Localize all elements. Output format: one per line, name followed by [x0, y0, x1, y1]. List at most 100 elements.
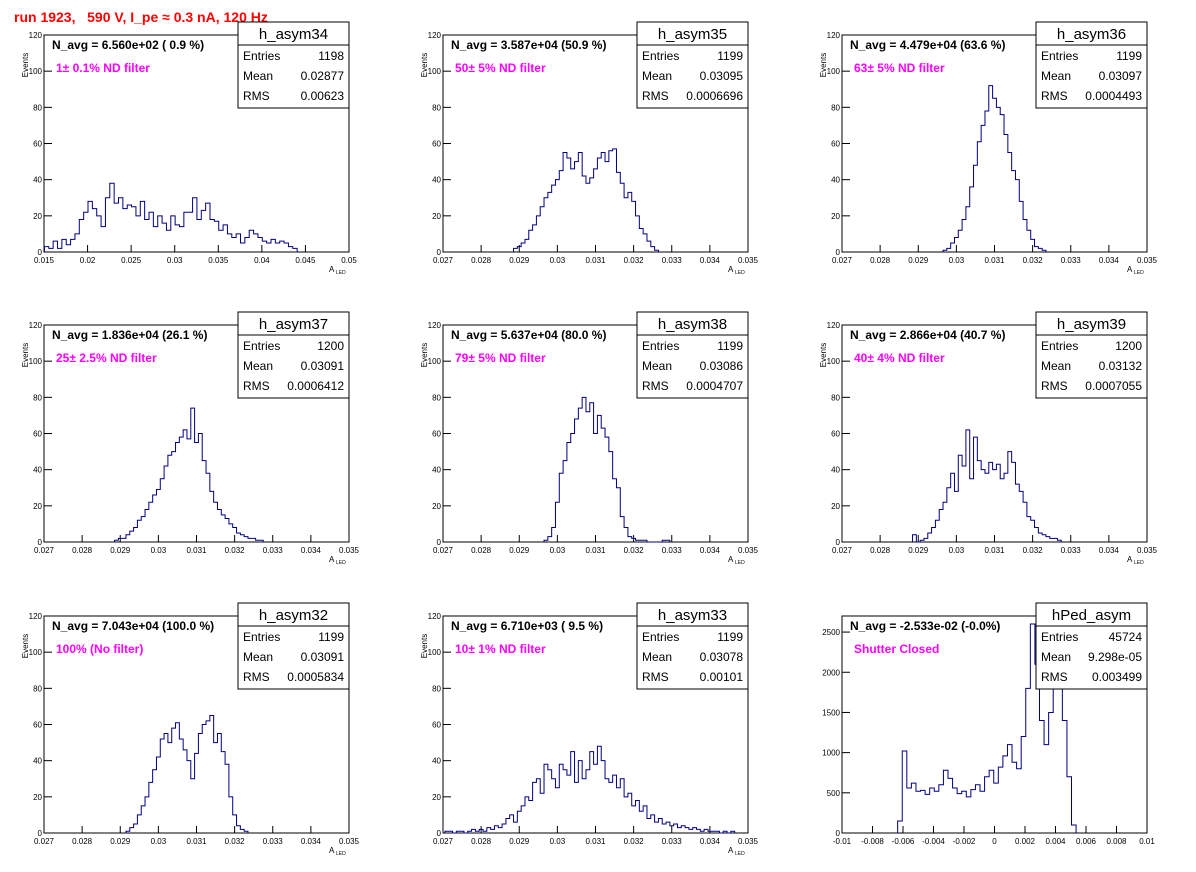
panel-4-ytick-label: 40 — [33, 466, 42, 475]
panel-5-stat-key: Mean — [642, 359, 672, 373]
panel-9-xtick-label: -0.002 — [953, 837, 976, 846]
panel-7-ylabel: Events — [21, 634, 30, 658]
panel-2-xlabel: A — [728, 265, 734, 274]
panel-3-xtick-label: 0.03 — [949, 256, 965, 265]
panel-7-xtick-label: 0.029 — [110, 837, 131, 846]
panel-3-xtick-label: 0.035 — [1137, 256, 1158, 265]
panel-2-xlabel-sub: LED — [735, 270, 745, 276]
panel-3-xlabel-sub: LED — [1134, 270, 1144, 276]
panel-9-xtick-label: -0.004 — [922, 837, 945, 846]
panel-9-xtick-label: 0.01 — [1139, 837, 1155, 846]
panel-4-xtick-label: 0.03 — [151, 546, 167, 555]
panel-5-stat-key: Entries — [642, 339, 679, 353]
panel-6-stats-box — [1035, 334, 1148, 399]
panel-5-xtick-label: 0.027 — [433, 546, 454, 555]
panel-5-stat-value: 1199 — [717, 339, 743, 353]
panel-6-xtick-label: 0.028 — [870, 546, 891, 555]
panel-6-stat-value: 0.03132 — [1099, 359, 1143, 373]
panel-5-ytick-label: 0 — [437, 538, 442, 547]
panel-4-ytick-label: 80 — [33, 393, 42, 402]
panel-3-ytick-label: 40 — [831, 176, 840, 185]
panel-1-ytick-label: 0 — [38, 248, 43, 257]
panel-7-stat-value: 0.03091 — [301, 650, 345, 664]
panel-3-xtick-label: 0.033 — [1061, 256, 1082, 265]
panel-6-stat-key: Mean — [1041, 359, 1071, 373]
panel-9-stat-value: 9.298e-05 — [1088, 650, 1142, 664]
panel-3-histogram-name: h_asym36 — [1057, 26, 1126, 43]
panel-1-ytick-label: 60 — [33, 140, 42, 149]
panel-2-ytick-label: 40 — [432, 176, 441, 185]
panel-1-ytick-label: 80 — [33, 103, 42, 112]
panel-8-stat-key: RMS — [642, 670, 669, 684]
panel-3-xtick-label: 0.032 — [1023, 256, 1044, 265]
panel-7-stat-key: Mean — [243, 650, 273, 664]
panel-8-ylabel: Events — [420, 634, 429, 658]
panel-4-stat-key: Entries — [243, 339, 280, 353]
panel-7-xtick-label: 0.028 — [72, 837, 93, 846]
panel-8-histogram-name: h_asym33 — [658, 607, 727, 624]
panel-2-ytick-label: 0 — [437, 248, 442, 257]
panel-4-xtick-label: 0.032 — [225, 546, 246, 555]
panel-8-xtick-label: 0.027 — [433, 837, 454, 846]
panel-3-stat-key: Mean — [1041, 69, 1071, 83]
panel-4-xtick-label: 0.028 — [72, 546, 93, 555]
panel-1-xtick-label: 0.035 — [208, 256, 229, 265]
panel-6-stat-key: Entries — [1041, 339, 1078, 353]
panel-4-histogram-name: h_asym37 — [259, 316, 328, 333]
panel-6-xtick-label: 0.035 — [1137, 546, 1158, 555]
panel-8-xtick-label: 0.029 — [509, 837, 530, 846]
panel-7-xtick-label: 0.033 — [263, 837, 284, 846]
panel-2-xtick-label: 0.034 — [700, 256, 721, 265]
panel-2-xtick-label: 0.029 — [509, 256, 530, 265]
panel-8-ytick-label: 20 — [432, 793, 441, 802]
panel-2-filter-label: 50± 5% ND filter — [455, 61, 546, 75]
panel-7-navg-label: N_avg = 7.043e+04 (100.0 %) — [52, 619, 214, 633]
panel-8-xtick-label: 0.028 — [471, 837, 492, 846]
panel-6-ytick-label: 120 — [827, 321, 841, 330]
panel-6-ytick-label: 40 — [831, 466, 840, 475]
panel-9-stat-key: Mean — [1041, 650, 1071, 664]
panel-4-xtick-label: 0.029 — [110, 546, 131, 555]
panel-9-xtick-label: -0.008 — [861, 837, 884, 846]
panel-1-xtick-label: 0.05 — [341, 256, 357, 265]
panel-1-xtick-label: 0.045 — [295, 256, 316, 265]
panel-9-stats-box — [1035, 625, 1148, 690]
panel-8-stat-key: Entries — [642, 630, 679, 644]
panel-2-stat-key: RMS — [642, 89, 669, 103]
panel-1-xtick-label: 0.015 — [34, 256, 55, 265]
panel-1-xlabel-sub: LED — [336, 270, 346, 276]
panel-5-ytick-label: 80 — [432, 393, 441, 402]
panel-3-ytick-label: 0 — [836, 248, 841, 257]
panel-9-xtick-label: 0.004 — [1045, 837, 1066, 846]
panel-1-stats-box — [237, 44, 350, 109]
panel-5-xtick-label: 0.031 — [585, 546, 606, 555]
panel-7-filter-label: 100% (No filter) — [56, 642, 143, 656]
panel-8-stats-box — [636, 625, 749, 690]
panel-4-stat-value: 0.03091 — [301, 359, 345, 373]
panel-6-ytick-label: 20 — [831, 502, 840, 511]
panel-4-ytick-label: 100 — [29, 357, 43, 366]
panel-1-ytick-label: 40 — [33, 176, 42, 185]
panel-4-xlabel-sub: LED — [336, 560, 346, 566]
panel-2-xtick-label: 0.03 — [550, 256, 566, 265]
panel-4-ytick-label: 60 — [33, 430, 42, 439]
panel-1-stat-key: Entries — [243, 49, 280, 63]
panel-4-ytick-label: 0 — [38, 538, 43, 547]
panel-1-navg-label: N_avg = 6.560e+02 ( 0.9 %) — [52, 38, 204, 52]
panel-9-stat-key: RMS — [1041, 670, 1068, 684]
panel-3-xtick-label: 0.027 — [832, 256, 853, 265]
panel-6-xtick-label: 0.027 — [832, 546, 853, 555]
panel-7-stat-value: 0.0005834 — [287, 670, 344, 684]
panel-9-stat-value: 45724 — [1109, 630, 1143, 644]
panel-4-xtick-label: 0.035 — [339, 546, 360, 555]
panel-4-xtick-label: 0.027 — [34, 546, 55, 555]
panel-4-navg-label: N_avg = 1.836e+04 (26.1 %) — [52, 328, 207, 342]
panel-6-stat-value: 0.0007055 — [1085, 379, 1142, 393]
panel-5-histogram-name: h_asym38 — [658, 316, 727, 333]
panel-3-ytick-label: 100 — [827, 67, 841, 76]
panel-5-filter-label: 79± 5% ND filter — [455, 351, 546, 365]
panel-8-xtick-label: 0.035 — [738, 837, 759, 846]
panel-1-histogram-name: h_asym34 — [259, 26, 328, 43]
panel-3-xtick-label: 0.034 — [1099, 256, 1120, 265]
panel-8-stat-key: Mean — [642, 650, 672, 664]
